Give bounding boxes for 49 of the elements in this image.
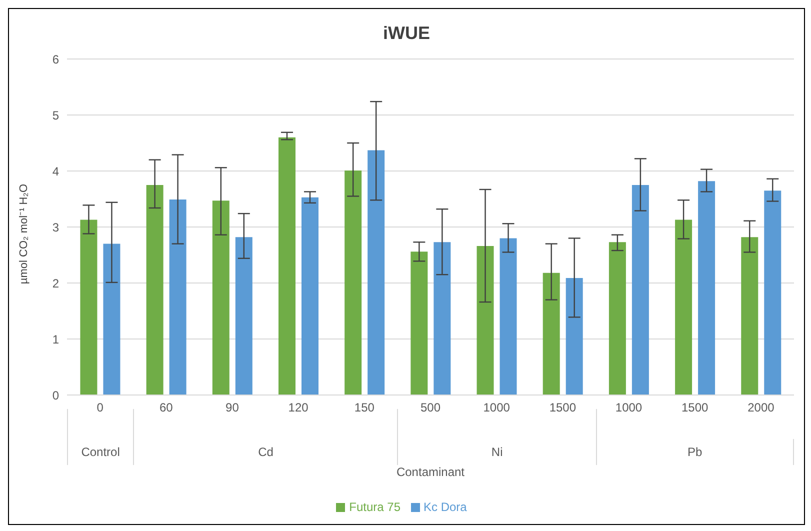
x-tick-label: 1500 bbox=[549, 400, 576, 415]
bar bbox=[675, 220, 692, 395]
bar bbox=[500, 238, 517, 395]
bar bbox=[103, 244, 120, 395]
y-tick-label: 6 bbox=[52, 52, 60, 66]
x-tick-label: 1500 bbox=[682, 400, 709, 415]
x-tick-label: 120 bbox=[288, 400, 309, 415]
y-tick-label: 2 bbox=[52, 276, 60, 290]
y-axis-title: µmol CO₂ mol⁻¹ H₂O bbox=[18, 183, 30, 284]
bar bbox=[608, 242, 626, 395]
chart-title: iWUE bbox=[383, 23, 430, 43]
bar bbox=[632, 185, 649, 395]
text: Ni bbox=[397, 439, 596, 465]
bar bbox=[410, 252, 428, 395]
x-axis-title: Contaminant bbox=[395, 465, 466, 479]
x-tick-label: 60 bbox=[159, 400, 174, 415]
y-tick-label: 3 bbox=[52, 220, 60, 234]
bar bbox=[698, 181, 716, 395]
bar bbox=[344, 170, 362, 395]
bar bbox=[301, 197, 318, 395]
y-tick-label: 5 bbox=[52, 108, 60, 122]
bar bbox=[566, 278, 583, 395]
y-tick-label: 0 bbox=[52, 388, 60, 402]
bar bbox=[542, 272, 560, 395]
text: Control bbox=[67, 439, 134, 465]
bar bbox=[212, 200, 230, 395]
legend-label: Futura 75 bbox=[349, 500, 400, 514]
bar bbox=[80, 220, 98, 395]
bar bbox=[368, 150, 385, 395]
x-tick-label: 500 bbox=[420, 400, 441, 415]
text: Pb bbox=[596, 439, 794, 465]
bar bbox=[169, 200, 186, 395]
bar bbox=[741, 237, 758, 395]
bar bbox=[764, 190, 782, 395]
y-tick-label: 4 bbox=[52, 164, 60, 178]
y-tick-label: 1 bbox=[52, 332, 60, 346]
bar bbox=[146, 185, 164, 395]
bar bbox=[235, 237, 252, 395]
bar bbox=[278, 137, 296, 395]
x-tick-label: 2000 bbox=[748, 400, 775, 415]
x-tick-label: 90 bbox=[226, 400, 240, 415]
bar bbox=[434, 242, 451, 395]
x-tick-label: 150 bbox=[354, 400, 375, 415]
legend-label: Kc Dora bbox=[424, 500, 467, 514]
bar bbox=[476, 246, 494, 395]
x-tick-label: 1000 bbox=[615, 400, 642, 415]
text: Cd bbox=[133, 439, 398, 465]
x-tick-label: 1000 bbox=[483, 400, 510, 415]
x-tick-label: 0 bbox=[96, 400, 104, 415]
